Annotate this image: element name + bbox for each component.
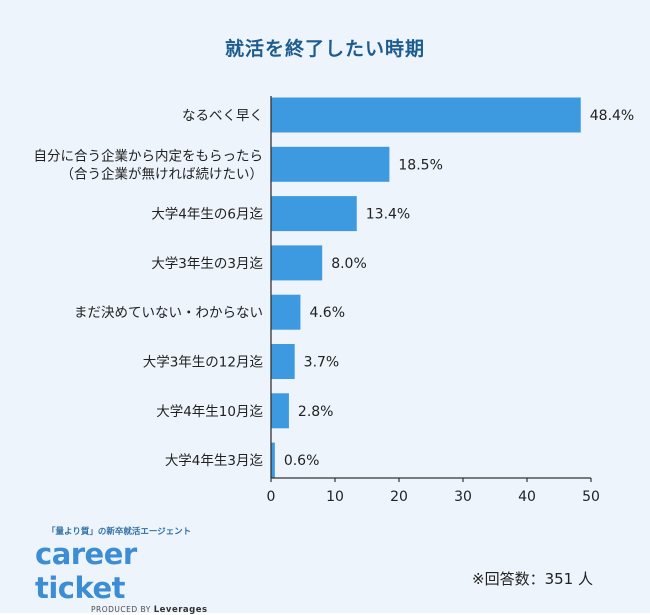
bar-8 — [271, 442, 275, 478]
bar-7 — [271, 393, 289, 429]
category-label-6: 大学3年生の12月迄 — [143, 355, 264, 371]
bar-6 — [271, 344, 295, 379]
value-label-7: 2.8% — [298, 404, 334, 420]
category-label-2-line-2: （合う企業が無ければ続けたい） — [61, 165, 264, 182]
career-ticket-logo: 「量より質」の新卒就活エージェント career ticket PRODUCED… — [35, 525, 235, 615]
x-tick-label-10: 10 — [326, 489, 344, 505]
logo-tagline: 「量より質」の新卒就活エージェント — [47, 527, 192, 537]
value-label-2: 18.5% — [398, 157, 442, 173]
value-label-6: 3.7% — [304, 355, 340, 371]
category-label-5: まだ決めていない・わからない — [74, 305, 263, 321]
bar-3 — [271, 196, 357, 232]
logo-wordmark: career ticket — [35, 537, 137, 605]
bar-5 — [271, 294, 301, 330]
x-tick-label-40: 40 — [518, 489, 536, 505]
x-tick-label-20: 20 — [390, 489, 408, 505]
logo-byline-prefix: PRODUCED BY — [91, 605, 151, 614]
value-label-4: 8.0% — [331, 256, 367, 272]
x-tick-label-50: 50 — [582, 489, 600, 505]
value-label-3: 13.4% — [366, 207, 410, 223]
category-label-7: 大学4年生10月迄 — [156, 404, 263, 420]
bar-4 — [271, 245, 323, 281]
logo-byline: PRODUCED BY Leverages — [91, 605, 235, 615]
x-tick-label-30: 30 — [454, 489, 472, 505]
bar-2 — [271, 146, 390, 182]
logo-byline-brand: Leverages — [153, 605, 208, 615]
category-label-3: 大学4年生の6月迄 — [151, 207, 263, 223]
value-label-1: 48.4% — [590, 108, 634, 124]
category-label-1: なるべく早く — [182, 108, 263, 124]
value-label-8: 0.6% — [284, 453, 320, 469]
x-tick-label-0: 0 — [267, 489, 276, 505]
category-label-8: 大学4年生3月迄 — [165, 453, 264, 469]
chart-title: 就活を終了したい時期 — [224, 38, 425, 60]
category-label-2-line-1: 自分に合う企業から内定をもらったら — [34, 147, 264, 164]
category-label-4: 大学3年生の3月迄 — [151, 256, 263, 272]
value-label-5: 4.6% — [309, 305, 345, 321]
respondent-count-note: ※回答数：351 人 — [472, 570, 593, 588]
bar-1 — [271, 97, 581, 133]
